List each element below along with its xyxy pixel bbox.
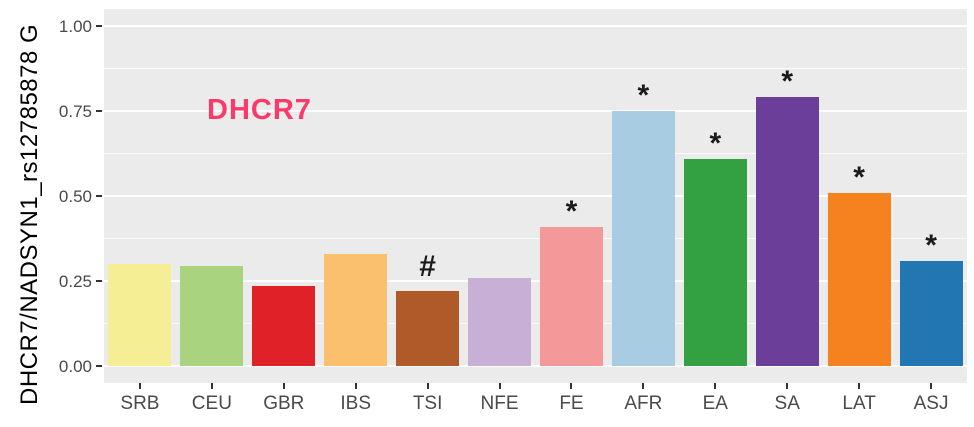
x-tick-mark — [786, 383, 789, 389]
bar-lat — [827, 192, 891, 366]
x-tick-mark — [498, 383, 501, 389]
gridline-minor — [104, 153, 967, 154]
bar-asj — [899, 260, 963, 366]
y-tick-label-0.50: 0.50 — [58, 187, 92, 206]
x-tick-label-tsi: TSI — [412, 393, 443, 414]
plot-panel: # * * * * * * — [104, 9, 967, 383]
x-tick-mark — [282, 383, 285, 389]
bar-ea — [683, 158, 747, 366]
bar-sa — [755, 97, 819, 366]
y-tick-label-0.75: 0.75 — [58, 102, 92, 121]
y-tick-mark — [96, 25, 102, 27]
gridline-major — [104, 110, 967, 112]
x-tick-mark — [138, 383, 141, 389]
bar-ibs — [324, 253, 388, 366]
x-tick-label-ibs: IBS — [340, 393, 372, 414]
x-tick-mark — [210, 383, 213, 389]
bar-nfe — [468, 277, 532, 366]
x-tick-mark — [642, 383, 645, 389]
gridline-major — [104, 365, 967, 367]
x-tick-label-lat: LAT — [842, 393, 876, 414]
significance-mark-ea: * — [709, 126, 722, 160]
bar-tsi — [396, 291, 460, 366]
gridline-major — [104, 280, 967, 282]
y-tick-mark — [96, 195, 102, 197]
gridline-major — [104, 195, 967, 197]
y-tick-label-0.00: 0.00 — [58, 357, 92, 376]
y-tick-label-0.25: 0.25 — [58, 272, 92, 291]
x-tick-label-sa: SA — [774, 393, 800, 414]
bar-gbr — [252, 286, 316, 366]
x-tick-mark — [570, 383, 573, 389]
gridline-major — [104, 25, 967, 27]
x-tick-label-ea: EA — [702, 393, 728, 414]
x-tick-label-fe: FE — [559, 393, 584, 414]
y-tick-mark — [96, 365, 102, 367]
gridline-minor — [104, 323, 967, 324]
bar-fe — [539, 226, 603, 366]
y-axis-title: DHCR7/NADSYN1_rs12785878 G — [16, 23, 43, 405]
gridline-minor — [104, 68, 967, 69]
significance-mark-afr: * — [637, 79, 650, 112]
significance-mark-lat: * — [853, 160, 865, 194]
bar-afr — [611, 111, 675, 366]
x-tick-label-afr: AFR — [624, 393, 663, 414]
y-tick-mark — [96, 110, 102, 112]
x-tick-label-gbr: GBR — [263, 393, 305, 414]
x-tick-mark — [426, 383, 429, 389]
y-tick-label-1.00: 1.00 — [58, 17, 92, 36]
bar-srb — [108, 264, 172, 366]
x-tick-mark — [858, 383, 861, 389]
x-tick-mark — [930, 383, 933, 389]
significance-mark-asj: * — [925, 228, 937, 262]
x-tick-label-ceu: CEU — [191, 393, 232, 414]
bar-ceu — [180, 265, 244, 366]
x-tick-label-srb: SRB — [120, 393, 160, 414]
y-tick-mark — [96, 280, 102, 282]
x-tick-mark — [354, 383, 357, 389]
x-tick-label-nfe: NFE — [480, 393, 519, 414]
x-tick-label-asj: ASJ — [913, 393, 949, 414]
x-tick-mark — [714, 383, 717, 389]
gene-annotation: DHCR7 — [207, 94, 312, 126]
significance-mark-sa: * — [781, 65, 794, 99]
significance-mark-fe: * — [565, 194, 578, 228]
gridline-minor — [104, 238, 967, 239]
significance-mark-tsi: # — [419, 250, 436, 284]
